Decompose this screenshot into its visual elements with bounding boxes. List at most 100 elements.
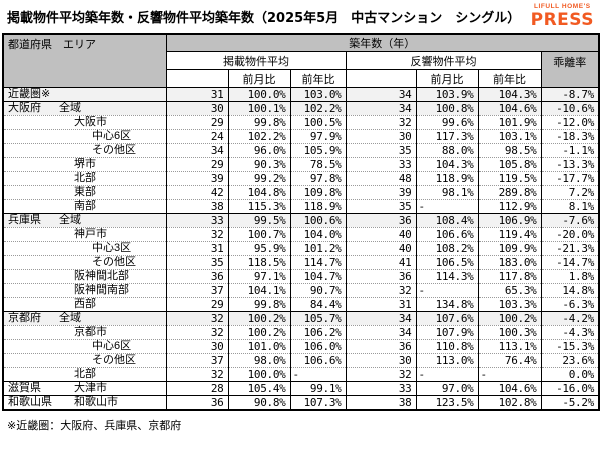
resp-mom-cell: 97.0% [415,381,479,396]
listed-yoy-cell: - [289,367,347,382]
area-cell: 北部 [2,367,167,382]
area-label: 京都市 [74,326,107,339]
building-age-table: 都道府県 エリア 築年数（年） 掲載物件平均 反響物件平均 乖離率 前月比 前年… [2,33,600,411]
area-label: その他区 [92,256,136,269]
resp-avg-cell: 35 [345,143,417,158]
table-row: 滋賀県 大津市 28 105.4% 99.1% 33 97.0% 104.6% -16.0% [2,381,600,396]
table-row: 阪神間北部 36 97.1% 104.7% 36 114.3% 117.8% 1.8% [2,269,600,284]
resp-avg-cell: 32 [345,367,417,382]
area-cell: 神戸市 [2,227,167,242]
table-row: 東部 42 104.8% 109.8% 39 98.1% 289.8% 7.2% [2,185,600,200]
listed-mom-cell: 99.5% [227,213,291,228]
header-listed-average: 掲載物件平均 [165,51,347,70]
resp-yoy-cell: 100.3% [477,325,542,340]
area-label: 北部 [74,368,96,381]
area-cell: 北部 [2,171,167,186]
resp-yoy-cell: 103.1% [477,129,542,144]
resp-avg-cell: 33 [345,157,417,172]
listed-yoy-cell: 78.5% [289,157,347,172]
area-label: 全域 [59,102,81,115]
listed-avg-cell: 24 [165,129,229,144]
table-row: 京都府 全域 32 100.2% 105.7% 34 107.6% 100.2% -4.2% [2,311,600,326]
table-row: その他区 37 98.0% 106.6% 30 113.0% 76.4% 23.6% [2,353,600,368]
table-row: その他区 35 118.5% 114.7% 41 106.5% 183.0% -14.7% [2,255,600,270]
listed-avg-cell: 29 [165,297,229,312]
area-cell: 京都市 [2,325,167,340]
header-listed-yoy: 前年比 [289,69,347,88]
resp-mom-cell: - [415,367,479,382]
divergence-cell: -10.6% [540,101,600,116]
resp-avg-cell: 34 [345,87,417,102]
table-row: 南部 38 115.3% 118.9% 35-112.9% 8.1% [2,199,600,214]
resp-avg-cell: 30 [345,129,417,144]
listed-yoy-cell: 84.4% [289,297,347,312]
listed-yoy-cell: 90.7% [289,283,347,298]
resp-yoy-cell: 103.3% [477,297,542,312]
divergence-cell: -7.6% [540,213,600,228]
resp-yoy-cell: 76.4% [477,353,542,368]
listed-mom-cell: 104.1% [227,283,291,298]
resp-mom-cell: 113.0% [415,353,479,368]
listed-avg-cell: 30 [165,101,229,116]
listed-avg-cell: 37 [165,283,229,298]
area-label: 中心3区 [92,242,132,255]
listed-avg-cell: 38 [165,199,229,214]
listed-avg-cell: 36 [165,269,229,284]
area-cell: 南部 [2,199,167,214]
listed-avg-cell: 34 [165,143,229,158]
resp-mom-cell: 110.8% [415,339,479,354]
listed-avg-cell: 39 [165,171,229,186]
area-cell: 中心6区 [2,129,167,144]
resp-yoy-cell: 104.6% [477,381,542,396]
listed-mom-cell: 99.8% [227,297,291,312]
divergence-cell: -16.0% [540,381,600,396]
area-label: その他区 [92,144,136,157]
divergence-cell: 1.8% [540,269,600,284]
area-cell: 中心6区 [2,339,167,354]
resp-yoy-cell: 104.3% [477,87,542,102]
area-cell: 兵庫県 全域 [2,213,167,228]
area-label: その他区 [92,354,136,367]
area-label: 東部 [74,186,96,199]
listed-avg-cell: 28 [165,381,229,396]
resp-yoy-cell: 98.5% [477,143,542,158]
resp-avg-cell: 34 [345,101,417,116]
area-label: 大津市 [74,382,107,395]
divergence-cell: 23.6% [540,353,600,368]
resp-avg-cell: 38 [345,395,417,410]
listed-mom-cell: 99.8% [227,115,291,130]
listed-avg-cell: 30 [165,339,229,354]
listed-yoy-cell: 106.6% [289,353,347,368]
listed-yoy-cell: 104.0% [289,227,347,242]
table-row: 神戸市 32 100.7% 104.0% 40 106.6% 119.4% -20.0% [2,227,600,242]
area-label: 堺市 [74,158,96,171]
prefecture-label: 兵庫県 [8,214,41,227]
listed-mom-cell: 100.0% [227,87,291,102]
prefecture-label: 大阪府 [8,102,41,115]
area-cell: 阪神間南部 [2,283,167,298]
resp-mom-cell: 114.3% [415,269,479,284]
listed-avg-cell: 42 [165,185,229,200]
lifull-homes-press-logo: LIFULL HOME'S PRESS [531,3,596,29]
divergence-cell: -8.7% [540,87,600,102]
resp-yoy-cell: 102.8% [477,395,542,410]
resp-yoy-cell: 113.1% [477,339,542,354]
listed-mom-cell: 100.2% [227,325,291,340]
listed-avg-cell: 32 [165,325,229,340]
area-label: 全域 [59,214,81,227]
listed-avg-cell: 29 [165,157,229,172]
table-row: 中心6区 30 101.0% 106.0% 36 110.8% 113.1% -15.3% [2,339,600,354]
resp-yoy-cell: 105.8% [477,157,542,172]
listed-mom-cell: 101.0% [227,339,291,354]
resp-yoy-cell: - [477,367,542,382]
resp-avg-cell: 48 [345,171,417,186]
divergence-cell: -13.3% [540,157,600,172]
logo-top-text: LIFULL HOME'S [534,3,591,10]
area-cell: その他区 [2,143,167,158]
area-label: 中心6区 [92,340,132,353]
area-label: 大阪市 [74,116,107,129]
resp-avg-cell: 30 [345,353,417,368]
header-response-value-spacer [345,69,417,88]
divergence-cell: 7.2% [540,185,600,200]
